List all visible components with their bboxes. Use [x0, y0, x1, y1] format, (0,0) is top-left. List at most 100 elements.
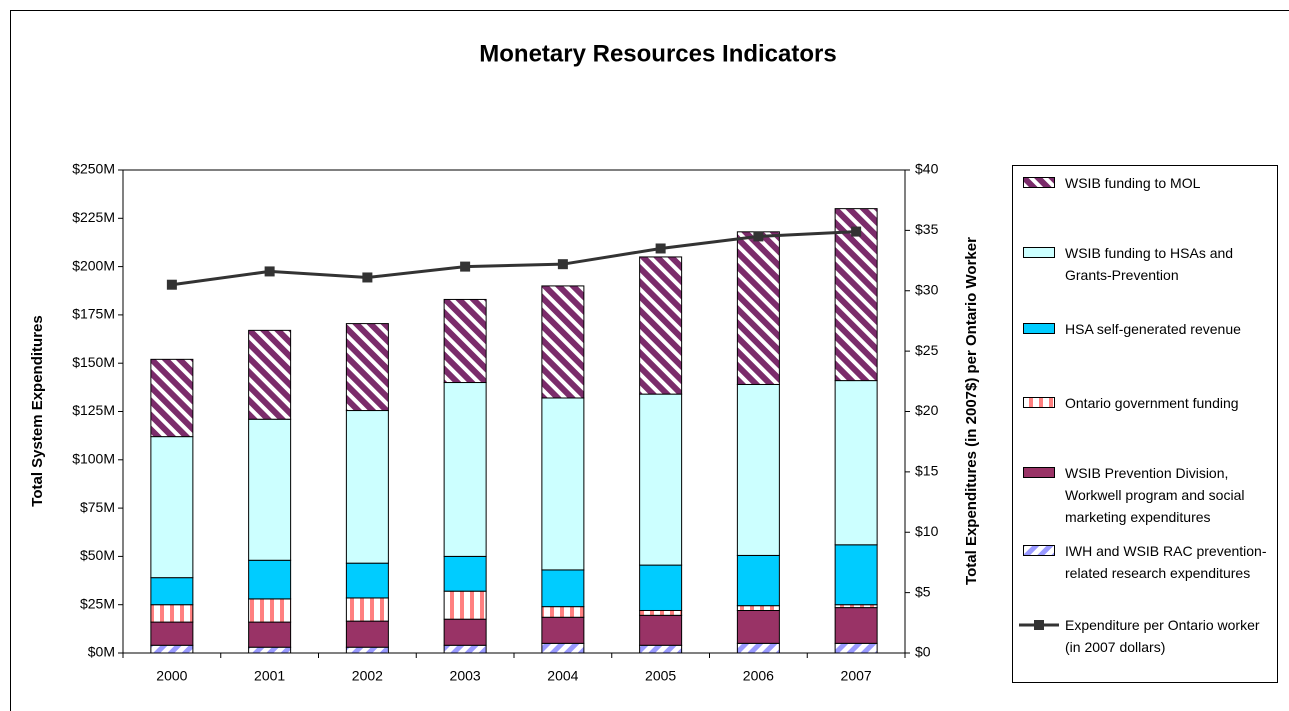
legend: WSIB funding to MOL WSIB funding to HSAs … — [1012, 165, 1278, 683]
bar-segment — [150, 358, 194, 438]
line-marker — [166, 279, 177, 290]
bar-segment — [345, 410, 389, 564]
bar-segment — [345, 620, 389, 648]
bar-segment — [443, 644, 487, 654]
legend-swatch — [1019, 620, 1059, 630]
bar-segment — [150, 577, 194, 606]
legend-swatch — [1023, 467, 1055, 478]
legend-swatch — [1023, 397, 1055, 408]
bar-segment — [443, 618, 487, 646]
legend-label: Ontario government funding — [1065, 395, 1239, 411]
legend-swatch — [1023, 545, 1055, 556]
bar-segment — [541, 616, 585, 644]
bar-segment — [443, 555, 487, 592]
line-marker — [655, 243, 666, 254]
legend-entry: Ontario government funding — [1019, 392, 1274, 414]
bar-segment — [443, 590, 487, 620]
bar-segment — [834, 208, 878, 382]
legend-swatch — [1023, 177, 1055, 188]
bar-segment — [834, 544, 878, 606]
legend-entry: WSIB Prevention Division, Workwell progr… — [1019, 462, 1274, 528]
bar-segment — [345, 646, 389, 654]
bar-segment — [150, 644, 194, 654]
legend-entry: WSIB funding to MOL — [1019, 172, 1274, 194]
y-tick-label: $200M — [72, 257, 115, 273]
line-marker — [362, 272, 373, 283]
bar-segment — [834, 607, 878, 644]
bar-segment — [443, 298, 487, 384]
bar-segment — [639, 609, 683, 616]
line-marker — [851, 226, 862, 237]
line-marker — [264, 266, 275, 277]
chart-title: Monetary Resources Indicators — [479, 40, 836, 67]
bar-segment — [248, 329, 292, 420]
bar-segment — [834, 642, 878, 654]
y-tick-label: $225M — [72, 209, 115, 225]
bar-segment — [639, 644, 683, 654]
y-tick-label: $175M — [72, 306, 115, 322]
legend-label: WSIB Prevention Division, Workwell progr… — [1065, 465, 1245, 525]
x-tick-label: 2007 — [841, 668, 872, 684]
y-tick-label: $50M — [80, 547, 115, 563]
bar-segment — [736, 609, 780, 644]
y-axis-title: Total System Expenditures — [29, 315, 46, 506]
legend-entry: WSIB funding to HSAs and Grants-Preventi… — [1019, 242, 1274, 286]
bar-segment — [248, 621, 292, 648]
bar-segment — [345, 562, 389, 599]
y2-tick-label: $10 — [915, 523, 939, 539]
bar-segment — [345, 323, 389, 412]
bar-segment — [541, 285, 585, 399]
y2-tick-label: $25 — [915, 342, 939, 358]
legend-label: IWH and WSIB RAC prevention-related rese… — [1065, 543, 1267, 581]
legend-entry: IWH and WSIB RAC prevention-related rese… — [1019, 540, 1274, 584]
y2-tick-label: $5 — [915, 583, 931, 599]
bar-segment — [150, 604, 194, 623]
y2-tick-label: $20 — [915, 402, 939, 418]
bar-segment — [639, 256, 683, 395]
bar-segment — [248, 598, 292, 623]
legend-entry: Expenditure per Ontario worker (in 2007 … — [1019, 614, 1274, 658]
bar-segment — [248, 646, 292, 654]
bar-segment — [639, 614, 683, 646]
bar-segment — [736, 231, 780, 385]
y2-tick-label: $35 — [915, 221, 939, 237]
y2-tick-label: $0 — [915, 644, 931, 660]
legend-label: WSIB funding to HSAs and Grants-Preventi… — [1065, 245, 1234, 283]
bar-segment — [736, 383, 780, 556]
y-tick-label: $75M — [80, 499, 115, 515]
legend-label: WSIB funding to MOL — [1065, 175, 1201, 191]
bar-segment — [248, 418, 292, 561]
bar-segment — [736, 554, 780, 607]
legend-label: HSA self-generated revenue — [1065, 321, 1241, 337]
bar-segment — [150, 621, 194, 646]
line — [171, 230, 857, 287]
line-marker — [460, 261, 471, 272]
bar-segment — [541, 642, 585, 654]
y2-tick-label: $40 — [915, 161, 939, 177]
bar-segment — [736, 642, 780, 654]
bar-segment — [150, 436, 194, 579]
y-tick-label: $100M — [72, 451, 115, 467]
bar-segment — [639, 564, 683, 611]
line-marker — [753, 231, 764, 242]
bar-segment — [443, 382, 487, 557]
y-tick-label: $25M — [80, 595, 115, 611]
bar-segment — [834, 380, 878, 546]
x-tick-label: 2004 — [547, 668, 578, 684]
legend-entry: HSA self-generated revenue — [1019, 318, 1274, 340]
x-tick-label: 2003 — [450, 668, 481, 684]
bar-segment — [736, 605, 780, 611]
bar-segment — [541, 606, 585, 618]
x-tick-label: 2002 — [352, 668, 383, 684]
y2-tick-label: $15 — [915, 463, 939, 479]
plot-area — [122, 169, 906, 654]
legend-swatch — [1023, 323, 1055, 334]
y-tick-label: $150M — [72, 354, 115, 370]
bar-segment — [639, 393, 683, 566]
bar-segment — [345, 597, 389, 622]
y-tick-label: $250M — [72, 161, 115, 177]
x-tick-label: 2006 — [743, 668, 774, 684]
legend-label: Expenditure per Ontario worker (in 2007 … — [1065, 617, 1260, 655]
line-marker — [557, 259, 568, 270]
